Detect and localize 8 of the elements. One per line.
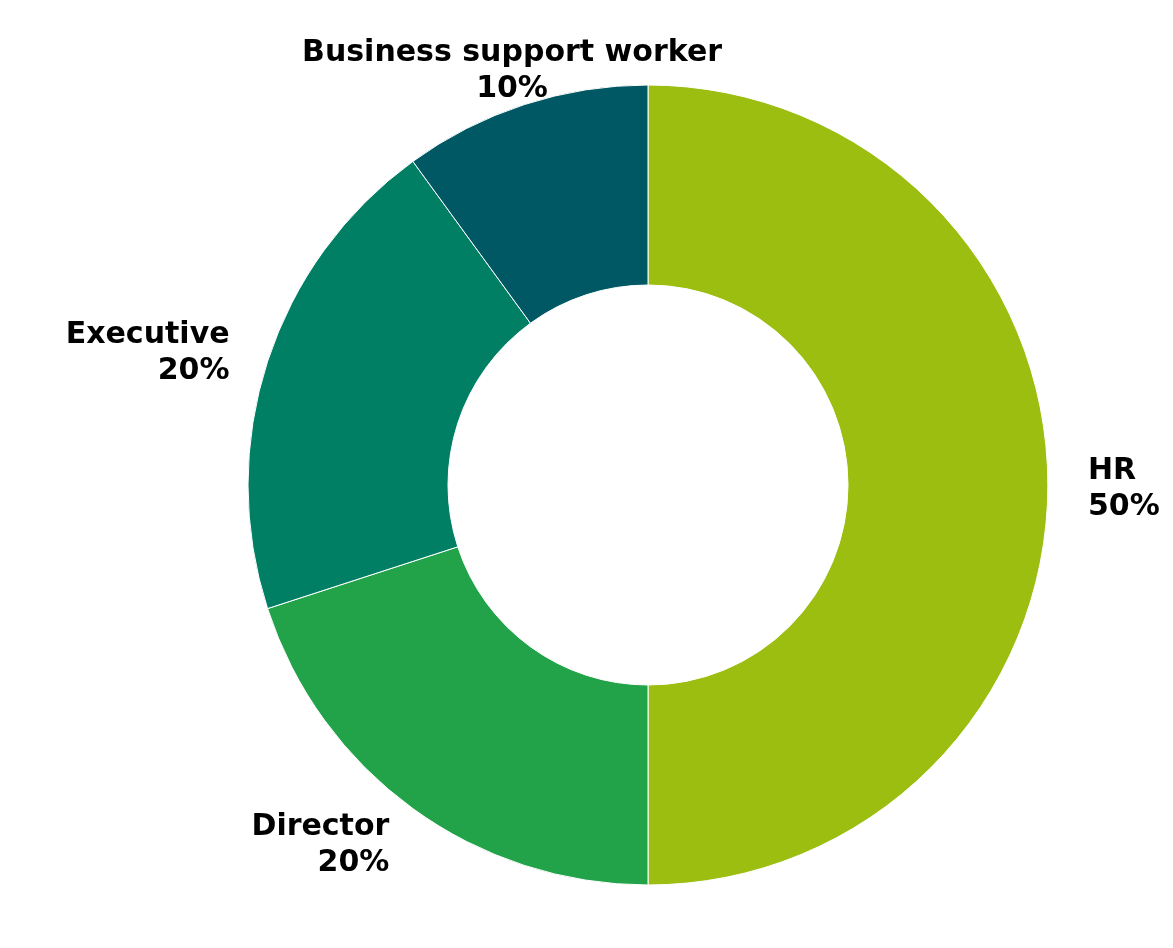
data-label: 20%	[157, 351, 230, 387]
data-label: 20%	[317, 842, 390, 878]
slice-label: Business support worker	[302, 32, 723, 68]
slice-label: HR	[1088, 451, 1137, 486]
data-label: 10%	[476, 68, 548, 104]
data-label: 50%	[1088, 487, 1160, 522]
slice-label: Executive	[65, 315, 230, 351]
slice-label: Director	[251, 806, 390, 842]
